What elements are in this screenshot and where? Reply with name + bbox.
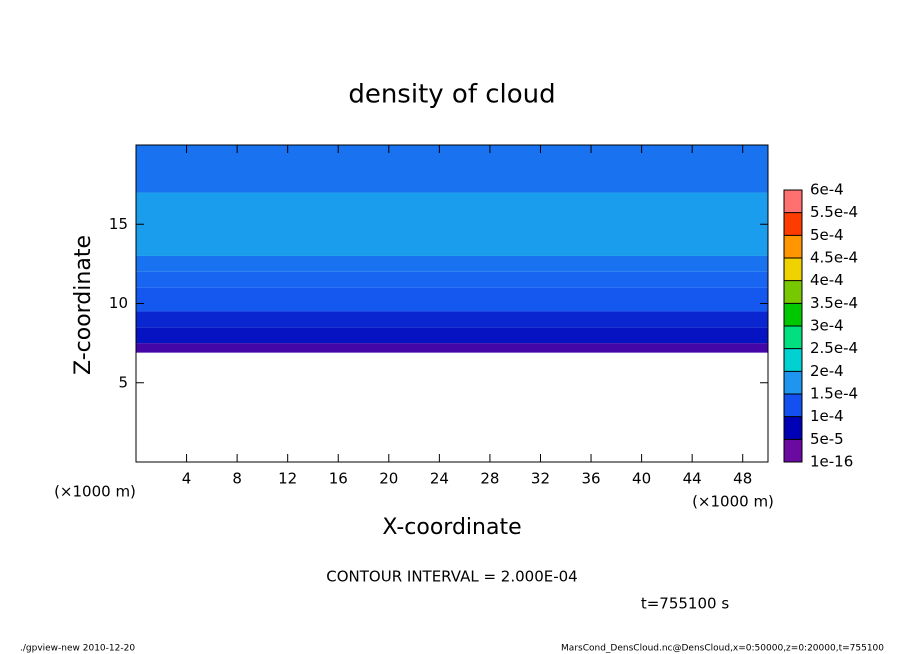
x-tick-label: 24: [430, 470, 449, 488]
colorbar-label: 3.5e-4: [810, 294, 858, 312]
x-tick-label: 40: [632, 470, 651, 488]
colorbar-label: 2e-4: [810, 362, 844, 380]
footer-right: MarsCond_DensCloud.nc@DensCloud,x=0:5000…: [561, 644, 884, 654]
x-tick-label: 8: [232, 470, 242, 488]
x-tick-label: 4: [182, 470, 192, 488]
colorbar-label: 4e-4: [810, 271, 844, 289]
y-tick-label: 10: [109, 294, 128, 312]
colorbar-segment: [784, 439, 802, 462]
colorbar-segment: [784, 258, 802, 281]
y-tick-label: 5: [118, 373, 128, 391]
colorbar-label: 4.5e-4: [810, 249, 858, 267]
colorbar-label: 6e-4: [810, 181, 844, 199]
colorbar-segment: [784, 235, 802, 258]
x-tick-label: 44: [683, 470, 702, 488]
contour-band: [136, 327, 768, 344]
x-tick-label: 32: [531, 470, 550, 488]
colorbar-segment: [784, 280, 802, 304]
colorbar-segment: [784, 303, 802, 326]
x-tick-label: 20: [379, 470, 398, 488]
y-tick-label: 15: [109, 215, 128, 233]
colorbar-label: 1e-16: [810, 453, 853, 471]
colorbar-label: 1.5e-4: [810, 385, 858, 403]
x-unit: (×1000 m): [692, 493, 774, 511]
contour-band: [136, 271, 768, 288]
colorbar-label: 5e-5: [810, 430, 844, 448]
colorbar-segment: [784, 326, 802, 349]
colorbar-segment: [784, 190, 802, 213]
time-label: t=755100 s: [641, 595, 729, 613]
colorbar-segment: [784, 371, 802, 394]
contour-interval: CONTOUR INTERVAL = 2.000E-04: [326, 568, 577, 586]
footer-left: ./gpview-new 2010-12-20: [20, 644, 135, 654]
colorbar-label: 3e-4: [810, 317, 844, 335]
y-axis-label: Z-coordinate: [71, 235, 96, 375]
contour-band: [136, 255, 768, 272]
colorbar-segment: [784, 416, 802, 440]
x-tick-label: 28: [480, 470, 499, 488]
contour-band: [136, 343, 768, 353]
x-tick-label: 12: [278, 470, 297, 488]
contour-band: [136, 311, 768, 328]
x-unit: (×1000 m): [54, 483, 136, 501]
colorbar-segment: [784, 348, 802, 372]
colorbar-label: 5.5e-4: [810, 203, 858, 221]
contour-band: [136, 287, 768, 312]
colorbar-label: 2.5e-4: [810, 339, 858, 357]
chart-title: density of cloud: [348, 80, 555, 110]
x-tick-label: 16: [329, 470, 348, 488]
contour-band: [136, 145, 768, 193]
colorbar-segment: [784, 212, 802, 236]
colorbar-segment: [784, 394, 802, 417]
colorbar-label: 5e-4: [810, 226, 844, 244]
colorbar-label: 1e-4: [810, 407, 844, 425]
x-tick-label: 48: [733, 470, 752, 488]
x-tick-label: 36: [581, 470, 600, 488]
x-axis-label: X-coordinate: [382, 515, 521, 540]
contour-band: [136, 192, 768, 256]
